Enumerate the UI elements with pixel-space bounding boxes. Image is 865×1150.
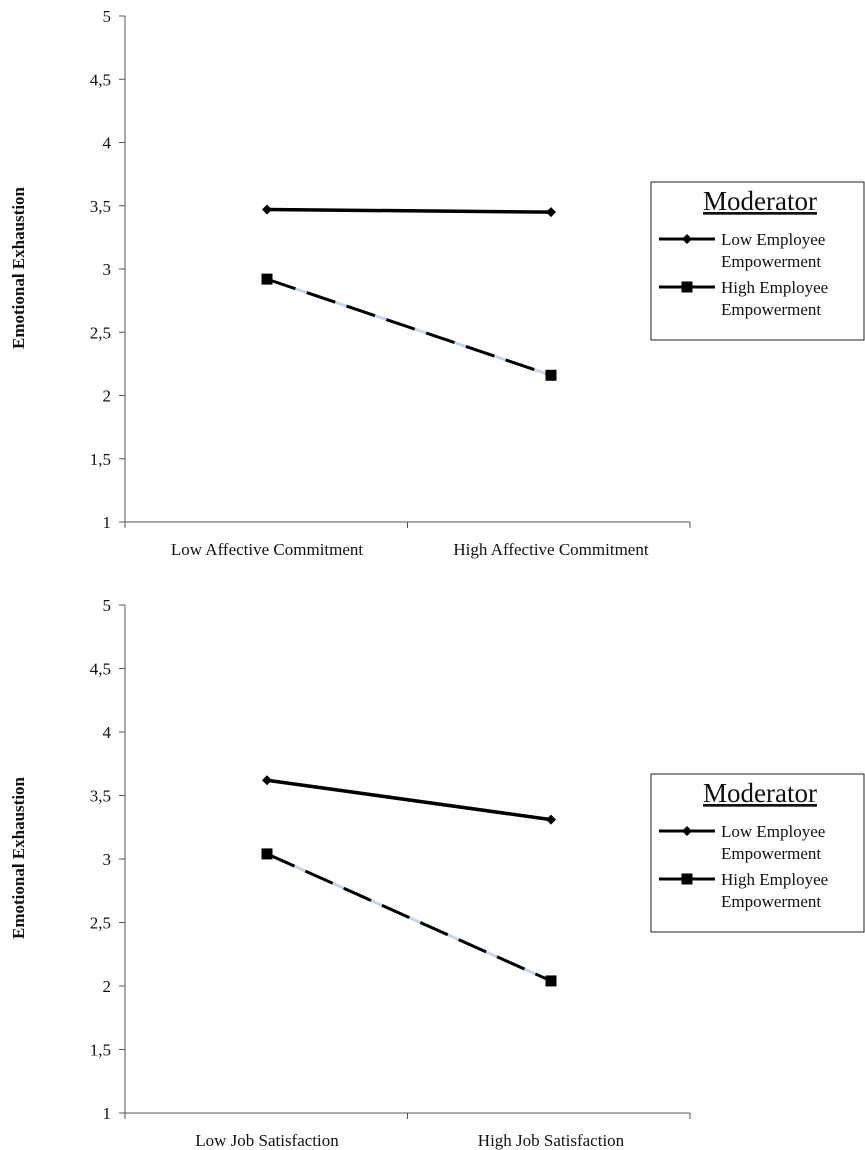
data-point [261,273,273,285]
x-category-label: Low Job Satisfaction [195,1131,339,1150]
data-point [546,207,556,218]
y-tick-label: 3 [103,260,112,279]
y-axis-label: Emotional Exhaustion [9,776,28,939]
legend-label: High Employee Empowerment [721,870,828,911]
legend-swatch-marker [681,873,693,885]
y-tick-label: 5 [103,596,112,615]
y-tick-label: 4 [103,134,112,153]
chart-1: 1 1,5 2 2,5 3 3,5 4 4,5 5 Low Affective Commitmen… [9,7,865,559]
y-tick-label: 1,5 [90,1041,111,1060]
legend-title: Moderator [703,778,817,808]
data-point [262,775,272,786]
legend: Moderator Low Employee Empowerment High Emp… [650,773,865,933]
legend-title: Moderator [703,186,817,216]
y-tick-label: 5 [103,7,112,26]
legend-label: Low Employee Empowerment [721,822,825,863]
y-tick-label: 4,5 [90,70,111,89]
y-tick-label: 3,5 [90,197,111,216]
x-category-label: High Job Satisfaction [478,1131,625,1150]
y-tick-label: 1 [103,513,112,532]
legend-box [650,773,865,933]
data-point [545,369,557,381]
legend-box [650,181,865,341]
series-1 [262,775,556,825]
y-tick-label: 3,5 [90,787,111,806]
legend-swatch-marker [681,281,693,293]
series-2 [261,848,557,987]
series-line [266,207,552,214]
legend-entry: Low Employee Empowerment [659,230,825,271]
data-point [545,975,557,987]
legend-label: High Employee Empowerment [721,278,828,319]
series-line [266,852,552,983]
legend-entry: Low Employee Empowerment [659,822,825,863]
chart-2: 1 1,5 2 2,5 3 3,5 4 4,5 5 Low Job Satisfaction Hig… [9,596,865,1150]
data-point [546,814,556,825]
y-tick-label: 2 [103,387,112,406]
legend-swatch-marker [682,234,692,244]
y-tick-label: 2 [103,977,112,996]
y-axis-label: Emotional Exhaustion [9,186,28,349]
y-tick-label: 2,5 [90,914,111,933]
series-1 [262,204,556,218]
y-tick-label: 3 [103,850,112,869]
legend-entry: High Employee Empowerment [659,870,828,911]
y-tick-label: 1,5 [90,450,111,469]
y-tick-label: 2,5 [90,323,111,342]
legend-swatch-marker [682,826,692,836]
series-line [266,778,552,822]
data-point [262,204,272,215]
data-point [261,848,273,860]
legend: Moderator Low Employee Empowerment High Emp… [650,181,865,341]
legend-entry: High Employee Empowerment [659,278,828,319]
x-category-label: High Affective Commitment [453,540,648,559]
series-line [266,277,552,377]
legend-label: Low Employee Empowerment [721,230,825,271]
x-category-label: Low Affective Commitment [171,540,364,559]
series-2 [261,273,557,381]
y-tick-label: 4,5 [90,660,111,679]
y-tick-label: 4 [103,723,112,742]
y-tick-label: 1 [103,1104,112,1123]
